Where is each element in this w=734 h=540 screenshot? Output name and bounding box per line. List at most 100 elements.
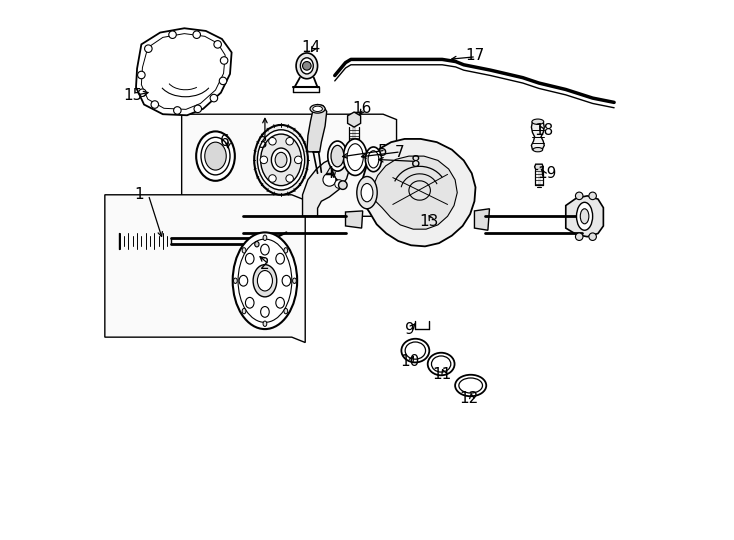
Ellipse shape [296,53,318,79]
Ellipse shape [366,147,382,172]
Circle shape [139,89,146,97]
Ellipse shape [242,308,246,314]
Text: 5: 5 [378,144,388,159]
Text: 15: 15 [124,88,143,103]
Ellipse shape [263,321,266,326]
Ellipse shape [576,202,592,230]
Ellipse shape [261,134,302,186]
Circle shape [338,181,347,190]
Text: 1: 1 [134,187,143,202]
Text: 14: 14 [301,39,320,55]
Text: 13: 13 [419,214,438,229]
Ellipse shape [245,298,254,308]
Ellipse shape [255,241,259,247]
Ellipse shape [282,275,291,286]
Text: 3: 3 [258,136,267,151]
Ellipse shape [276,253,284,264]
Ellipse shape [258,130,305,190]
Ellipse shape [455,375,486,396]
Ellipse shape [263,235,266,240]
Ellipse shape [205,142,226,170]
Text: 2: 2 [260,257,269,272]
Polygon shape [348,112,360,127]
Circle shape [589,192,597,200]
Text: 16: 16 [352,102,371,116]
Circle shape [260,156,268,164]
Ellipse shape [276,298,284,308]
Circle shape [220,57,228,64]
Circle shape [137,71,145,79]
Circle shape [169,31,176,38]
Text: 18: 18 [534,123,554,138]
Ellipse shape [284,308,288,314]
Polygon shape [531,122,545,150]
Circle shape [194,105,202,113]
Ellipse shape [428,353,454,375]
Polygon shape [181,114,396,221]
Circle shape [575,233,583,240]
Ellipse shape [293,278,297,284]
Text: 11: 11 [432,367,452,382]
Ellipse shape [196,131,235,181]
Ellipse shape [401,339,429,362]
Ellipse shape [300,58,313,74]
Circle shape [286,138,294,145]
Ellipse shape [254,125,308,195]
Ellipse shape [272,148,291,172]
Ellipse shape [361,184,373,202]
Polygon shape [307,105,327,152]
Ellipse shape [368,151,379,168]
Text: 7: 7 [394,145,404,160]
Polygon shape [534,164,543,170]
Ellipse shape [261,244,269,255]
Ellipse shape [261,307,269,318]
Ellipse shape [533,147,542,152]
Polygon shape [372,156,457,229]
Ellipse shape [344,139,367,176]
Ellipse shape [242,248,246,253]
Circle shape [214,40,222,48]
Ellipse shape [258,271,272,291]
Ellipse shape [331,145,344,167]
Circle shape [286,175,294,182]
Text: 10: 10 [400,354,420,369]
Ellipse shape [581,209,589,224]
Circle shape [589,233,597,240]
Ellipse shape [201,137,230,175]
Text: 9: 9 [405,322,415,336]
Circle shape [335,180,344,188]
Circle shape [174,107,181,114]
Circle shape [269,138,276,145]
Ellipse shape [253,265,277,297]
Polygon shape [362,139,476,246]
Ellipse shape [459,378,482,393]
Circle shape [294,156,302,164]
Ellipse shape [328,141,347,171]
Text: 19: 19 [537,166,556,181]
Ellipse shape [357,177,377,209]
Circle shape [151,101,159,109]
Ellipse shape [532,119,544,124]
Polygon shape [566,196,603,237]
Text: 12: 12 [459,392,479,407]
Ellipse shape [239,275,248,286]
Ellipse shape [310,105,325,113]
Polygon shape [474,209,490,230]
Circle shape [302,62,311,70]
Ellipse shape [233,278,237,284]
Ellipse shape [347,144,363,171]
Circle shape [269,175,276,182]
Circle shape [323,173,336,186]
Text: 17: 17 [465,48,484,63]
Circle shape [193,31,200,38]
Ellipse shape [313,106,322,112]
Circle shape [219,77,227,85]
Ellipse shape [432,356,451,372]
Ellipse shape [245,253,254,264]
Polygon shape [105,195,305,342]
Circle shape [575,192,583,200]
Ellipse shape [238,239,292,322]
Ellipse shape [284,248,288,253]
Circle shape [210,94,218,102]
Ellipse shape [233,232,297,329]
